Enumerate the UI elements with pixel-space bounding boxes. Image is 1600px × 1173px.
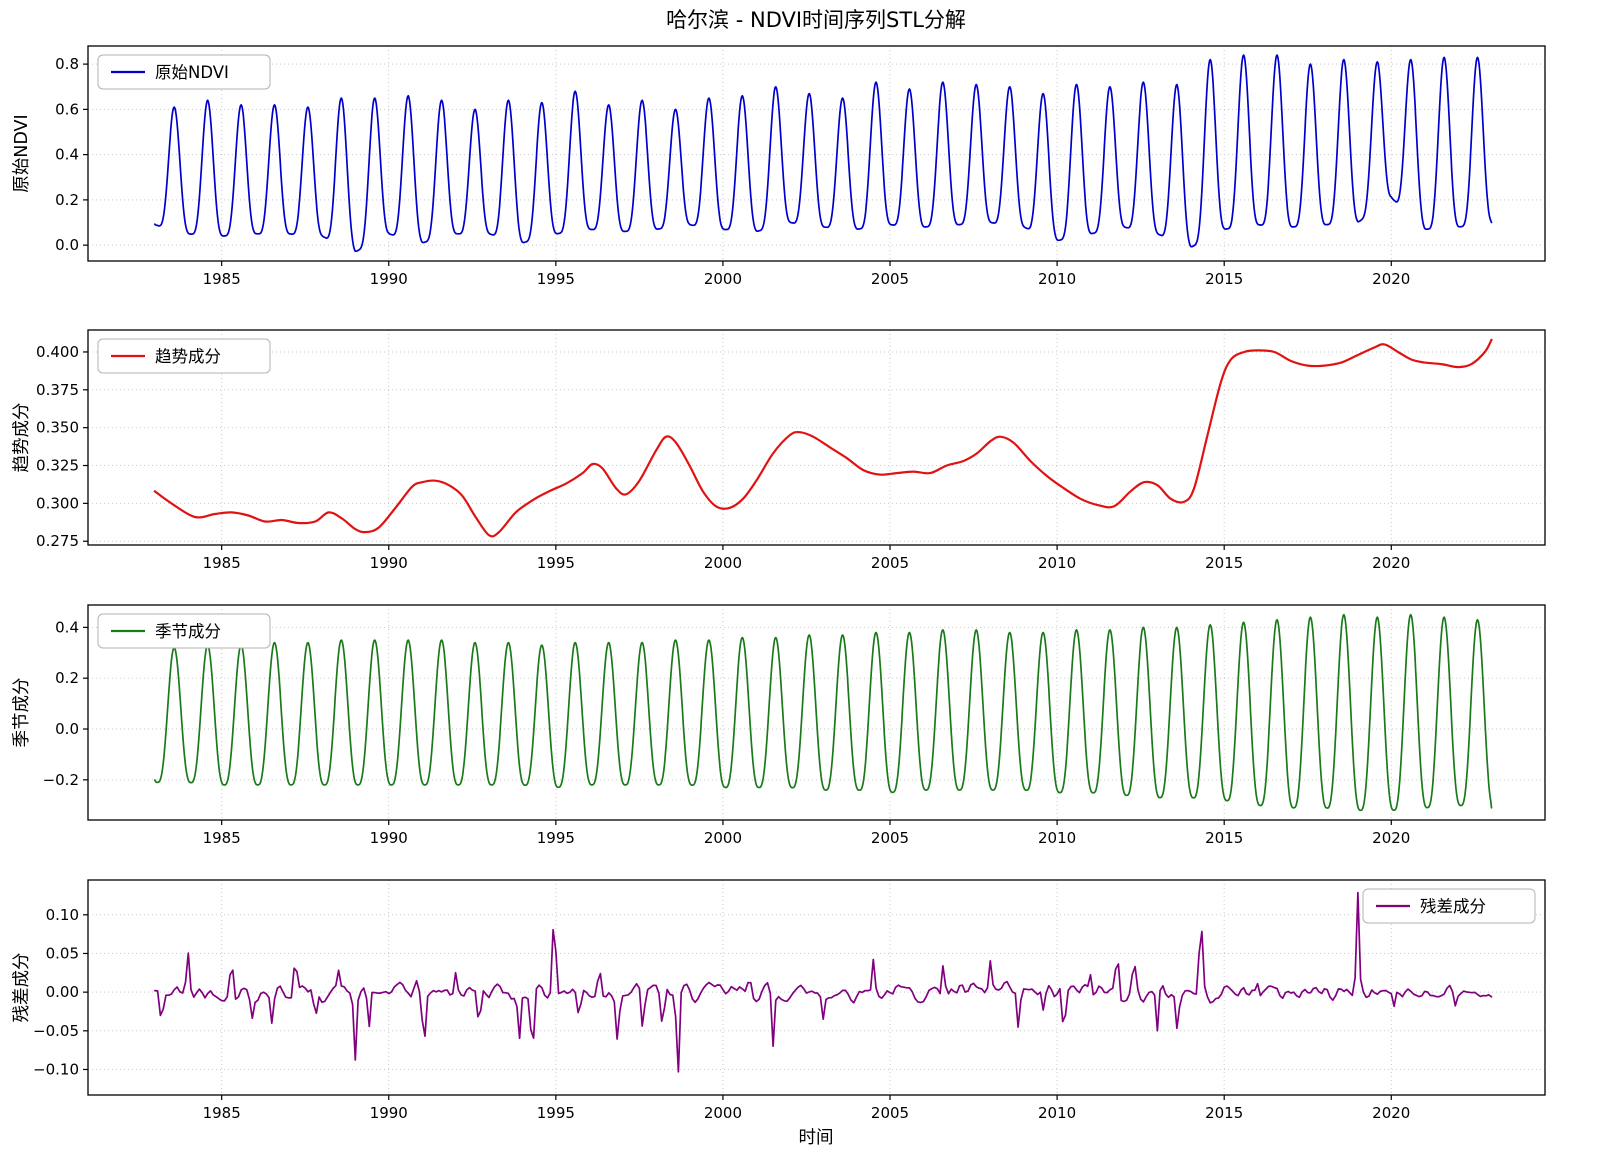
legend-box — [1362, 888, 1536, 924]
legend-trend: 趋势成分 — [97, 338, 271, 374]
legend-box — [97, 338, 271, 374]
plot-frame-trend — [87, 329, 1546, 546]
x-tick-label: 2005 — [871, 829, 909, 847]
legend-label: 原始NDVI — [155, 63, 229, 82]
x-tick-label: 1990 — [370, 1104, 408, 1122]
x-tick-label: 2010 — [1038, 1104, 1076, 1122]
y-tick-label: 0.0 — [55, 236, 79, 254]
x-tick-label: 2015 — [1205, 1104, 1243, 1122]
x-tick-label: 2005 — [871, 1104, 909, 1122]
x-tick-label: 2000 — [704, 270, 742, 288]
plot-frame-seasonal — [87, 604, 1546, 821]
y-tick-label: 0.8 — [55, 55, 79, 73]
x-tick-label: 2015 — [1205, 554, 1243, 572]
trend-series-line — [153, 338, 1493, 538]
y-tick-label: 0.350 — [36, 419, 79, 437]
x-tick-label: 1990 — [370, 554, 408, 572]
x-tick-label: 2015 — [1205, 270, 1243, 288]
y-tick-label: 0.05 — [46, 944, 79, 962]
x-tick-label: 1990 — [370, 829, 408, 847]
residual-series-line — [153, 891, 1493, 1073]
x-tick-label: 2010 — [1038, 829, 1076, 847]
original-series-line — [153, 54, 1493, 253]
y-tick-label: 0.10 — [46, 906, 79, 924]
x-tick-label: 2005 — [871, 554, 909, 572]
x-tick-label: 2020 — [1372, 270, 1410, 288]
x-tick-label: 1985 — [203, 270, 241, 288]
x-tick-label: 2020 — [1372, 1104, 1410, 1122]
seasonal-series-line — [153, 613, 1493, 812]
y-tick-label: 0.2 — [55, 191, 79, 209]
y-tick-label: 0.325 — [36, 457, 79, 475]
y-axis-label-seasonal: 季节成分 — [12, 678, 32, 748]
plot-frame-original — [87, 45, 1546, 262]
y-tick-label: 0.00 — [46, 983, 79, 1001]
x-tick-label: 2000 — [704, 554, 742, 572]
subplot-original: 1985 1990 1995 2000 2005 2010 2015 2020 0.0 0.2 0.… — [12, 45, 1546, 288]
y-tick-label: 0.2 — [55, 669, 79, 687]
y-axis-label-original: 原始NDVI — [12, 114, 32, 192]
y-tick-label: −0.05 — [33, 1022, 79, 1040]
y-tick-label: 0.400 — [36, 343, 79, 361]
x-tick-label: 2020 — [1372, 554, 1410, 572]
x-tick-label: 2010 — [1038, 554, 1076, 572]
y-tick-label: 0.375 — [36, 381, 79, 399]
x-tick-label: 2000 — [704, 1104, 742, 1122]
y-tick-label: 0.0 — [55, 720, 79, 738]
subplot-trend: 1985 1990 1995 2000 2005 2010 2015 2020 0.275 0.3… — [12, 329, 1546, 572]
legend-original: 原始NDVI — [97, 54, 271, 90]
legend-label: 季节成分 — [155, 622, 221, 641]
legend-label: 残差成分 — [1420, 897, 1486, 916]
x-tick-label: 1985 — [203, 554, 241, 572]
x-tick-label: 1995 — [537, 270, 575, 288]
y-tick-label: −0.2 — [43, 771, 79, 789]
x-tick-label: 1995 — [537, 554, 575, 572]
legend-residual: 残差成分 — [1362, 888, 1536, 924]
legend-box — [97, 54, 271, 90]
y-axis-label-trend: 趋势成分 — [12, 403, 32, 473]
y-tick-label: 0.275 — [36, 532, 79, 550]
x-tick-label: 1995 — [537, 1104, 575, 1122]
subplot-residual: 1985 1990 1995 2000 2005 2010 2015 2020 −0.10 −0.… — [12, 879, 1546, 1122]
x-tick-label: 2010 — [1038, 270, 1076, 288]
y-tick-label: −0.10 — [33, 1060, 79, 1078]
subplots-container: 1985 1990 1995 2000 2005 2010 2015 2020 0.0 0.2 0.… — [12, 45, 1546, 1122]
legend-box — [97, 613, 271, 649]
x-tick-label: 1990 — [370, 270, 408, 288]
y-tick-label: 0.4 — [55, 618, 79, 636]
x-tick-label: 2005 — [871, 270, 909, 288]
chart-title: 哈尔滨 - NDVI时间序列STL分解 — [666, 8, 966, 32]
x-tick-label: 2020 — [1372, 829, 1410, 847]
plot-frame-residual — [87, 879, 1546, 1096]
subplot-seasonal: 1985 1990 1995 2000 2005 2010 2015 2020 −0.2 0.0 0… — [12, 604, 1546, 847]
x-tick-label: 2015 — [1205, 829, 1243, 847]
y-tick-label: 0.6 — [55, 100, 79, 118]
legend-label: 趋势成分 — [155, 347, 221, 366]
x-tick-label: 1985 — [203, 829, 241, 847]
x-tick-label: 2000 — [704, 829, 742, 847]
legend-seasonal: 季节成分 — [97, 613, 271, 649]
y-tick-label: 0.4 — [55, 146, 79, 164]
y-tick-label: 0.300 — [36, 494, 79, 512]
x-axis-label: 时间 — [799, 1128, 834, 1148]
x-tick-label: 1985 — [203, 1104, 241, 1122]
y-axis-label-residual: 残差成分 — [12, 953, 32, 1023]
x-tick-label: 1995 — [537, 829, 575, 847]
